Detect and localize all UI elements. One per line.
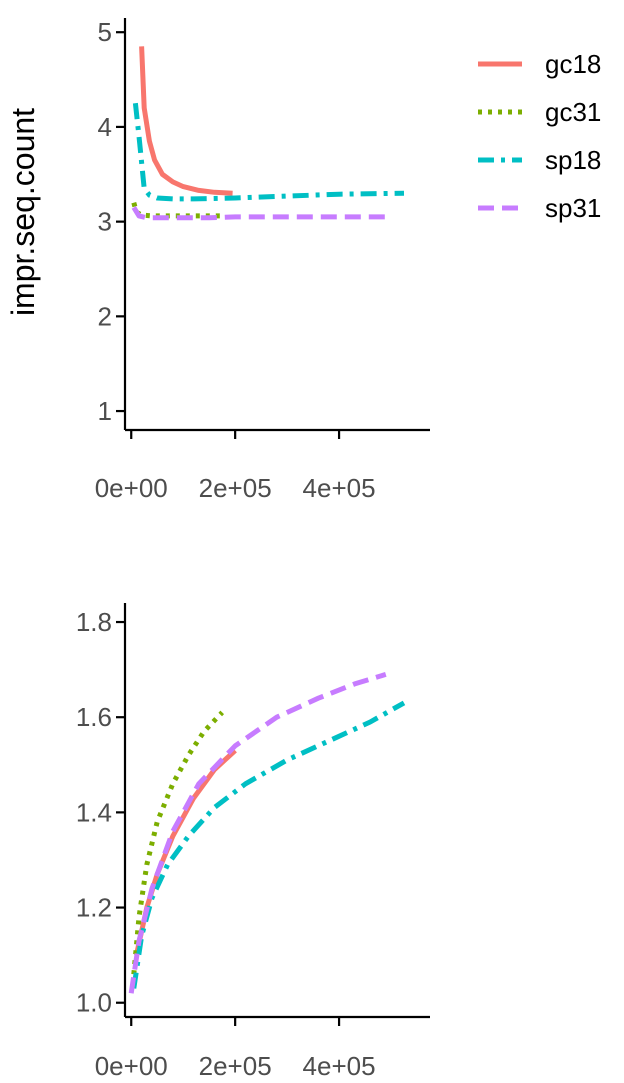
panel-top: impr.seq.count 1 2 3 4 5 0e+00 2e+05 4e+05 bbox=[5, 17, 430, 503]
y-tick-label: 1.8 bbox=[76, 607, 112, 637]
legend-label-gc31: gc31 bbox=[545, 97, 601, 127]
x-tick-label: 2e+05 bbox=[199, 1051, 272, 1081]
plot-area-bottom: 1.0 1.2 1.4 1.6 1.8 0e+00 2e+05 4e+05 bbox=[76, 603, 430, 1081]
legend-label-sp31: sp31 bbox=[545, 193, 601, 223]
plot-area-top: 1 2 3 4 5 0e+00 2e+05 4e+05 bbox=[95, 17, 430, 503]
y-tick-label: 5 bbox=[98, 17, 112, 47]
y-tick-label: 4 bbox=[98, 112, 112, 142]
y-tick-label: 1.0 bbox=[76, 988, 112, 1018]
legend-label-gc18: gc18 bbox=[545, 49, 601, 79]
series-line-sp18 bbox=[132, 102, 405, 202]
y-tick-label: 1 bbox=[98, 396, 112, 426]
y-tick-label: 1.2 bbox=[76, 893, 112, 923]
y-tick-label: 1.4 bbox=[76, 797, 112, 827]
series-line-gc31 bbox=[131, 202, 223, 219]
y-tick-label: 2 bbox=[98, 301, 112, 331]
legend: gc18 gc31 sp18 sp31 bbox=[478, 49, 601, 223]
panel-bottom: 1.0 1.2 1.4 1.6 1.8 0e+00 2e+05 4e+05 bbox=[76, 603, 430, 1081]
series-line-gc31 bbox=[131, 710, 225, 975]
x-tick-label: 4e+05 bbox=[303, 1051, 376, 1081]
x-tick-label: 0e+00 bbox=[95, 1051, 168, 1081]
y-tick-label: 1.6 bbox=[76, 702, 112, 732]
series-line-gc18 bbox=[139, 46, 233, 196]
y-tick-label: 3 bbox=[98, 207, 112, 237]
legend-label-sp18: sp18 bbox=[545, 145, 601, 175]
series-line-sp31 bbox=[128, 672, 387, 994]
y-axis-title: impr.seq.count bbox=[5, 108, 41, 316]
x-tick-label: 2e+05 bbox=[199, 473, 272, 503]
series-line-sp18 bbox=[131, 700, 406, 989]
x-tick-label: 4e+05 bbox=[303, 473, 376, 503]
series-line-sp31 bbox=[131, 206, 386, 221]
x-tick-label: 0e+00 bbox=[95, 473, 168, 503]
